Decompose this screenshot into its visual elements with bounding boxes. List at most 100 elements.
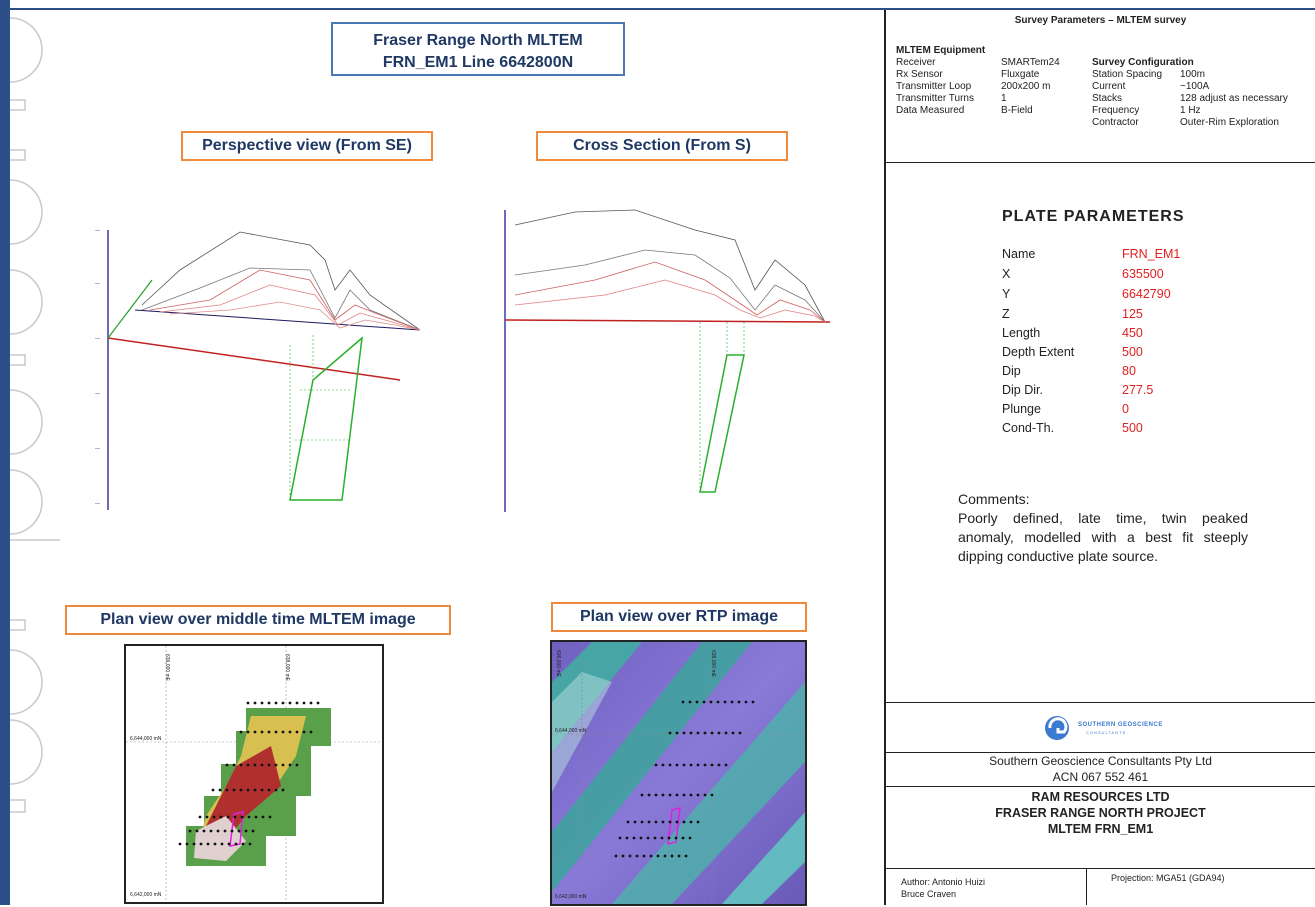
station-dot bbox=[232, 788, 236, 792]
station-dot bbox=[710, 763, 714, 767]
station-dot bbox=[211, 788, 215, 792]
station-dot bbox=[288, 763, 292, 767]
station-dot bbox=[647, 820, 651, 824]
station-dot bbox=[675, 763, 679, 767]
plate-param-value: FRN_EM1 bbox=[1122, 247, 1181, 261]
mltem-image bbox=[126, 646, 382, 902]
station-dot bbox=[281, 701, 285, 705]
station-dot bbox=[254, 815, 258, 819]
station-dot bbox=[647, 793, 651, 797]
plate-param-value: 80 bbox=[1122, 364, 1136, 378]
station-dot bbox=[723, 700, 727, 704]
plate-title: PLATE PARAMETERS bbox=[1002, 208, 1185, 225]
cross-section-plot bbox=[504, 209, 831, 512]
station-dot bbox=[682, 731, 686, 735]
plate-parameters: PLATE PARAMETERS Name FRN_EM1 X 635500 Y… bbox=[886, 162, 1315, 703]
station-dot bbox=[178, 842, 182, 846]
station-dot bbox=[227, 842, 231, 846]
station-dot bbox=[185, 842, 189, 846]
station-dot bbox=[667, 836, 671, 840]
station-dot bbox=[219, 815, 223, 819]
station-dot bbox=[674, 836, 678, 840]
svg-text:—: — bbox=[95, 446, 100, 452]
easting-label-1: 636,000 mE bbox=[164, 654, 170, 681]
station-dot bbox=[237, 829, 241, 833]
station-dot bbox=[295, 701, 299, 705]
equip-value: Fluxgate bbox=[1001, 69, 1040, 80]
projection: Projection: MGA51 (GDA94) bbox=[1111, 873, 1225, 883]
equip-row: Rx Sensor bbox=[896, 69, 943, 80]
comments-text: Poorly defined, late time, twin peaked a… bbox=[958, 510, 1248, 564]
station-dot bbox=[246, 701, 250, 705]
station-dot bbox=[682, 763, 686, 767]
station-dot bbox=[247, 815, 251, 819]
station-dot bbox=[635, 854, 639, 858]
station-dot bbox=[703, 731, 707, 735]
logo-subtext: CONSULTANTS bbox=[1086, 730, 1127, 735]
station-dot bbox=[654, 793, 658, 797]
station-dot bbox=[281, 788, 285, 792]
plate-param-value: 6642790 bbox=[1122, 287, 1171, 301]
station-dot bbox=[234, 842, 238, 846]
cross-section-label: Cross Section (From S) bbox=[536, 131, 788, 161]
station-dot bbox=[621, 854, 625, 858]
station-dot bbox=[668, 731, 672, 735]
station-dot bbox=[233, 815, 237, 819]
station-dot bbox=[724, 731, 728, 735]
station-dot bbox=[684, 854, 688, 858]
author: Author: Antonio Huizi bbox=[901, 877, 986, 887]
station-dot bbox=[251, 829, 255, 833]
station-dot bbox=[688, 836, 692, 840]
station-dot bbox=[202, 829, 206, 833]
station-dot bbox=[751, 700, 755, 704]
station-dots-overlay bbox=[178, 700, 755, 858]
station-dot bbox=[267, 788, 271, 792]
station-dot bbox=[632, 836, 636, 840]
station-dot bbox=[639, 836, 643, 840]
station-dot bbox=[689, 731, 693, 735]
perspective-view-plot: — — — — — — bbox=[95, 228, 421, 510]
plate-param-label: Dip Dir. bbox=[1002, 383, 1043, 397]
plan-mltem-label: Plan view over middle time MLTEM image bbox=[65, 605, 451, 635]
station-dot bbox=[703, 793, 707, 797]
plate-param-value: 635500 bbox=[1122, 267, 1164, 281]
equip-value: 1 bbox=[1001, 93, 1007, 104]
station-dot bbox=[267, 730, 271, 734]
station-dot bbox=[260, 701, 264, 705]
rtp-northing-label-2: 6,642,000 mN bbox=[555, 894, 587, 900]
station-dot bbox=[274, 730, 278, 734]
station-dot bbox=[295, 730, 299, 734]
station-dot bbox=[696, 793, 700, 797]
plate-param-label: X bbox=[1002, 267, 1011, 281]
equip-value: SMARTem24 bbox=[1001, 57, 1060, 68]
survey-title: Survey Parameters – MLTEM survey bbox=[1014, 15, 1187, 26]
config-row: Frequency bbox=[1092, 105, 1140, 116]
footer-divider bbox=[1086, 868, 1087, 905]
station-dot bbox=[209, 829, 213, 833]
plan-rtp-label: Plan view over RTP image bbox=[551, 602, 807, 632]
perspective-label: Perspective view (From SE) bbox=[181, 131, 433, 161]
station-dot bbox=[241, 842, 245, 846]
station-dot bbox=[267, 763, 271, 767]
svg-text:—: — bbox=[95, 281, 100, 287]
info-column: Survey Parameters – MLTEM survey MLTEM E… bbox=[884, 10, 1315, 905]
station-dot bbox=[226, 815, 230, 819]
station-dot bbox=[724, 763, 728, 767]
sgc-logo-icon bbox=[1045, 716, 1069, 740]
station-dot bbox=[702, 700, 706, 704]
station-dot bbox=[240, 815, 244, 819]
station-dot bbox=[246, 788, 250, 792]
client-name: RAM RESOURCES LTD bbox=[1031, 790, 1170, 804]
station-dot bbox=[253, 763, 257, 767]
equip-value: 200x200 m bbox=[1001, 81, 1051, 92]
station-dot bbox=[309, 701, 313, 705]
station-dot bbox=[731, 731, 735, 735]
station-dot bbox=[626, 820, 630, 824]
title-line-1: Fraser Range North MLTEM bbox=[373, 32, 583, 49]
station-dot bbox=[205, 815, 209, 819]
station-dot bbox=[688, 700, 692, 704]
equip-row: Transmitter Turns bbox=[896, 93, 974, 104]
station-dot bbox=[730, 700, 734, 704]
station-dot bbox=[260, 730, 264, 734]
plate-param-label: Z bbox=[1002, 307, 1010, 321]
